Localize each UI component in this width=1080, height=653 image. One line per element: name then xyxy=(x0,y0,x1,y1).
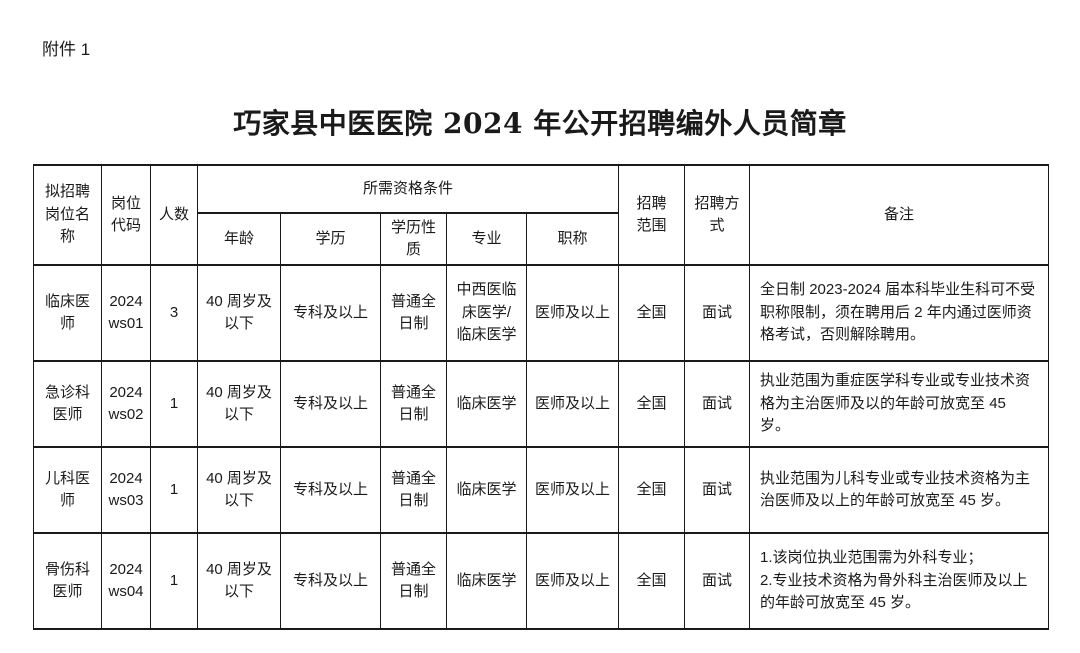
cell-recruit-scope: 全国 xyxy=(618,360,686,449)
cell-age: 40 周岁及 以下 xyxy=(197,360,281,449)
cell-recruit-scope: 全国 xyxy=(618,532,686,631)
cell-headcount: 3 xyxy=(150,264,198,363)
recruitment-table: 拟招聘 岗位名 称 岗位 代码 人数 所需资格条件 招聘 范围 招聘方 式 备注… xyxy=(33,164,1050,631)
cell-major: 临床医学 xyxy=(446,446,527,535)
cell-remark: 1.该岗位执业范围需为外科专业； 2.专业技术资格为骨外科主治医师及以上的年龄可… xyxy=(749,532,1050,631)
cell-education-type: 普通全 日制 xyxy=(380,360,447,449)
cell-major: 临床医学 xyxy=(446,360,527,449)
header-education-type: 学历性 质 xyxy=(380,212,447,267)
table-row: 临床医 师 2024 ws01 3 40 周岁及 以下 专科及以上 普通全 日制… xyxy=(33,264,1050,363)
cell-recruit-method: 面试 xyxy=(684,360,751,449)
table-row: 急诊科 医师 2024 ws02 1 40 周岁及 以下 专科及以上 普通全 日… xyxy=(33,360,1050,449)
cell-recruit-scope: 全国 xyxy=(618,446,686,535)
table-row: 骨伤科 医师 2024 ws04 1 40 周岁及 以下 专科及以上 普通全 日… xyxy=(33,532,1050,631)
cell-position-name: 儿科医 师 xyxy=(33,446,102,535)
cell-position-name: 骨伤科 医师 xyxy=(33,532,102,631)
cell-recruit-scope: 全国 xyxy=(618,264,686,363)
header-education: 学历 xyxy=(280,212,381,267)
header-qualifications-group: 所需资格条件 xyxy=(196,164,620,215)
cell-age: 40 周岁及 以下 xyxy=(197,264,281,363)
cell-job-title: 医师及以上 xyxy=(525,446,620,535)
cell-remark: 执业范围为儿科专业或专业技术资格为主治医师及以上的年龄可放宽至 45 岁。 xyxy=(749,446,1050,535)
cell-major: 临床医学 xyxy=(446,532,527,631)
cell-education: 专科及以上 xyxy=(280,264,381,363)
cell-headcount: 1 xyxy=(150,446,198,535)
attachment-label: 附件 1 xyxy=(42,40,91,59)
cell-age: 40 周岁及 以下 xyxy=(197,446,281,535)
cell-major: 中西医临 床医学/ 临床医学 xyxy=(446,264,527,363)
cell-education: 专科及以上 xyxy=(280,446,381,535)
header-position-code: 岗位 代码 xyxy=(101,164,151,267)
cell-position-name: 急诊科 医师 xyxy=(33,360,102,449)
cell-recruit-method: 面试 xyxy=(684,446,751,535)
table-header-row-1: 拟招聘 岗位名 称 岗位 代码 人数 所需资格条件 招聘 范围 招聘方 式 备注 xyxy=(33,164,1050,267)
header-headcount: 人数 xyxy=(150,164,198,267)
cell-headcount: 1 xyxy=(150,360,198,449)
cell-job-title: 医师及以上 xyxy=(525,264,620,363)
cell-education-type: 普通全 日制 xyxy=(380,532,447,631)
cell-position-code: 2024 ws01 xyxy=(101,264,151,363)
header-position-name: 拟招聘 岗位名 称 xyxy=(33,164,102,267)
header-remark: 备注 xyxy=(749,164,1050,267)
header-recruit-scope: 招聘 范围 xyxy=(618,164,686,267)
cell-job-title: 医师及以上 xyxy=(525,360,620,449)
header-age: 年龄 xyxy=(197,212,281,267)
cell-age: 40 周岁及 以下 xyxy=(197,532,281,631)
header-recruit-method: 招聘方 式 xyxy=(684,164,751,267)
header-job-title: 职称 xyxy=(525,212,620,267)
cell-job-title: 医师及以上 xyxy=(525,532,620,631)
table-row: 儿科医 师 2024 ws03 1 40 周岁及 以下 专科及以上 普通全 日制… xyxy=(33,446,1050,535)
cell-education-type: 普通全 日制 xyxy=(380,446,447,535)
cell-position-code: 2024 ws02 xyxy=(101,360,151,449)
table-header-row-2: 年龄 学历 学历性 质 专业 职称 xyxy=(34,212,1049,267)
page-title: 巧家县中医医院 2024 年公开招聘编外人员简章 xyxy=(233,106,847,140)
cell-remark: 全日制 2023-2024 届本科毕业生科可不受职称限制，须在聘用后 2 年内通… xyxy=(749,264,1050,363)
header-major: 专业 xyxy=(446,212,527,267)
cell-education: 专科及以上 xyxy=(280,532,381,631)
cell-headcount: 1 xyxy=(150,532,198,631)
cell-position-code: 2024 ws04 xyxy=(101,532,151,631)
cell-remark: 执业范围为重症医学科专业或专业技术资格为主治医师及以的年龄可放宽至 45 岁。 xyxy=(749,360,1050,449)
cell-position-code: 2024 ws03 xyxy=(101,446,151,535)
cell-position-name: 临床医 师 xyxy=(33,264,102,363)
cell-recruit-method: 面试 xyxy=(684,532,751,631)
cell-recruit-method: 面试 xyxy=(684,264,751,363)
cell-education-type: 普通全 日制 xyxy=(380,264,447,363)
cell-education: 专科及以上 xyxy=(280,360,381,449)
